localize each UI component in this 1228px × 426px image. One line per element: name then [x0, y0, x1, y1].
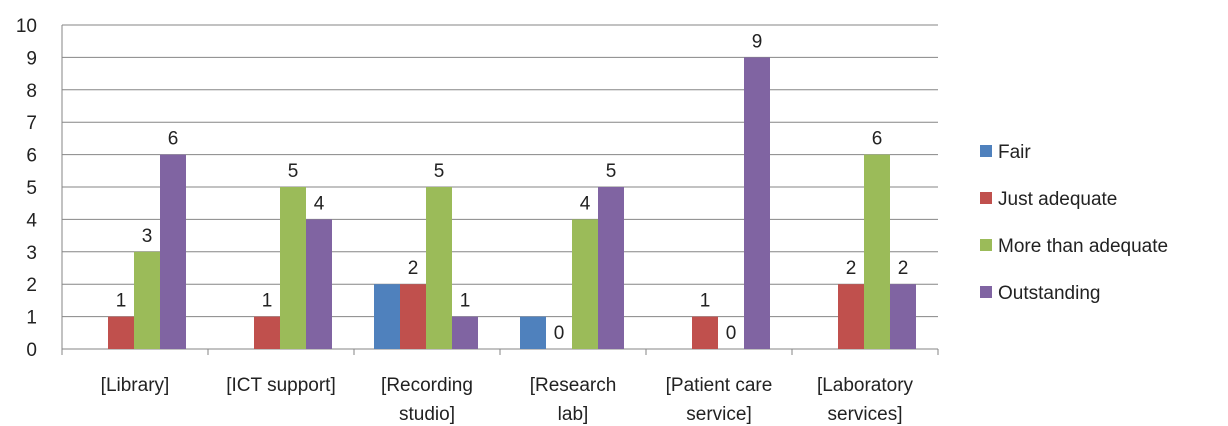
- x-category-label: [Patient care service]: [666, 375, 773, 425]
- data-label: 5: [434, 161, 445, 182]
- y-axis-tick-labels: 0 1 2 3 4 5 6 7 8 9 10: [16, 16, 38, 361]
- data-label: 1: [262, 291, 273, 312]
- x-axis-category-labels: [Library] [ICT support] [Recording studio] […: [101, 375, 914, 425]
- y-tick-label: 6: [26, 146, 37, 167]
- y-tick-label: 7: [26, 113, 37, 134]
- data-label: 1: [700, 291, 711, 312]
- gridlines: [61, 24, 939, 355]
- bar-outstanding: [452, 316, 478, 349]
- x-category-label: [ICT support]: [226, 375, 335, 396]
- data-label: 2: [408, 258, 419, 279]
- legend: Fair Just adequate More than adequate Outst…: [980, 142, 1168, 304]
- bar-fair: [520, 316, 546, 349]
- y-tick-label: 2: [26, 275, 37, 296]
- bar-just-adequate: [838, 284, 864, 349]
- bar-more-than-adequate: [134, 251, 160, 349]
- x-category-label: [Library]: [101, 375, 170, 396]
- data-label: 3: [142, 226, 153, 247]
- y-tick-label: 5: [26, 178, 37, 199]
- data-label: 2: [898, 258, 909, 279]
- legend-swatch: [980, 192, 992, 204]
- legend-label: More than adequate: [998, 236, 1168, 257]
- x-category-label: [Recording studio]: [381, 375, 473, 425]
- data-label: 0: [726, 323, 737, 344]
- data-label: 9: [752, 31, 763, 52]
- data-label: 5: [288, 161, 299, 182]
- x-category-label: [Research lab]: [530, 375, 617, 425]
- bar-outstanding: [598, 187, 624, 349]
- y-tick-label: 4: [26, 210, 37, 231]
- bar-just-adequate: [254, 316, 280, 349]
- bar-just-adequate: [108, 316, 134, 349]
- y-tick-label: 3: [26, 243, 37, 264]
- y-tick-label: 0: [26, 340, 37, 361]
- bar-just-adequate: [400, 284, 426, 349]
- bars: [108, 57, 916, 350]
- legend-swatch: [980, 239, 992, 251]
- bar-outstanding: [160, 154, 186, 349]
- legend-label: Just adequate: [998, 189, 1117, 210]
- legend-swatch: [980, 145, 992, 157]
- data-label: 5: [606, 161, 617, 182]
- legend-swatch: [980, 286, 992, 298]
- bar-fair: [374, 284, 400, 349]
- y-tick-label: 1: [26, 308, 37, 329]
- bar-outstanding: [306, 219, 332, 349]
- data-label: 0: [554, 323, 565, 344]
- bar-more-than-adequate: [864, 154, 890, 349]
- legend-label: Fair: [998, 142, 1031, 163]
- bar-outstanding: [744, 57, 770, 350]
- legend-label: Outstanding: [998, 283, 1100, 304]
- data-label: 4: [314, 193, 325, 214]
- x-category-label: [Laboratory services]: [817, 375, 914, 425]
- data-label: 2: [846, 258, 857, 279]
- data-label: 1: [460, 291, 471, 312]
- y-tick-label: 8: [26, 81, 37, 102]
- data-label: 4: [580, 193, 591, 214]
- y-tick-label: 10: [16, 16, 37, 37]
- bar-outstanding: [890, 284, 916, 349]
- bar-more-than-adequate: [426, 187, 452, 349]
- data-label: 1: [116, 291, 127, 312]
- y-tick-label: 9: [26, 48, 37, 69]
- data-label: 6: [872, 129, 883, 150]
- bar-more-than-adequate: [280, 187, 306, 349]
- bar-just-adequate: [692, 316, 718, 349]
- data-label: 6: [168, 129, 179, 150]
- bar-more-than-adequate: [572, 219, 598, 349]
